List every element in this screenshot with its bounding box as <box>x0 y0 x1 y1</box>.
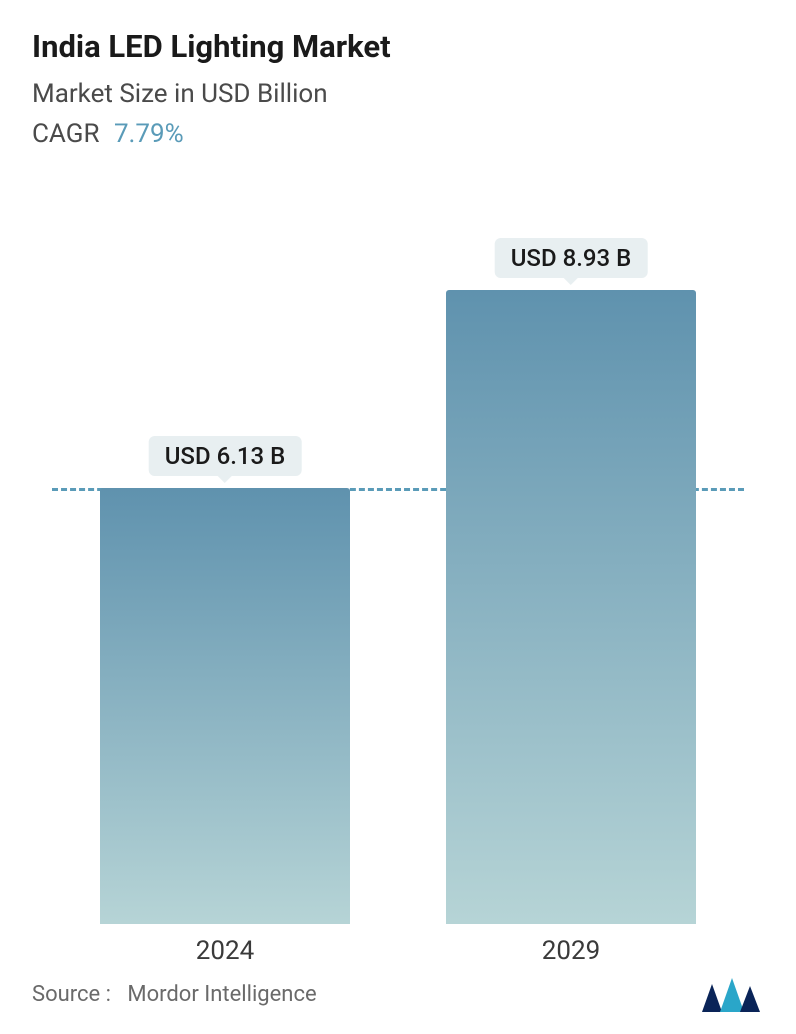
chart-subtitle: Market Size in USD Billion <box>32 79 764 109</box>
bar-1 <box>446 290 695 925</box>
cagr-value: 7.79% <box>114 119 184 149</box>
bar-0 <box>100 488 349 924</box>
source-name: Mordor Intelligence <box>127 982 316 1007</box>
x-axis-label-0: 2024 <box>196 936 254 966</box>
value-label-1: USD 8.93 B <box>495 238 648 278</box>
chart-area: USD 6.13 BUSD 8.93 B 2024 2029 <box>32 189 764 1014</box>
brand-logo-icon <box>700 974 764 1014</box>
footer: Source : Mordor Intelligence <box>32 974 764 1014</box>
value-label-0: USD 6.13 B <box>149 436 302 476</box>
x-axis-label-1: 2029 <box>542 936 600 966</box>
source-text: Source : Mordor Intelligence <box>32 982 317 1007</box>
cagr-label: CAGR <box>32 119 99 149</box>
plot-region: USD 6.13 BUSD 8.93 B <box>52 249 744 924</box>
source-label: Source : <box>32 982 111 1007</box>
chart-title: India LED Lighting Market <box>32 28 764 65</box>
cagr-row: CAGR 7.79% <box>32 119 764 149</box>
